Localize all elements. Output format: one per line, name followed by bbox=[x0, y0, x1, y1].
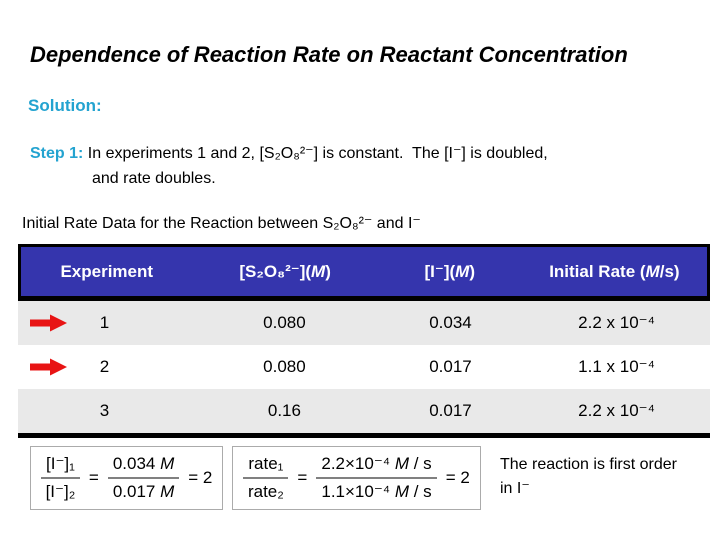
cell-experiment: 2 bbox=[99, 357, 110, 376]
equation-row: [I⁻]₁ [I⁻]₂ = 0.034 M 0.017 M = 2 rate₁ … bbox=[30, 446, 481, 510]
red-arrow-icon bbox=[30, 314, 68, 333]
header-cell-experiment: Experiment bbox=[60, 261, 154, 281]
cell-experiment: 1 bbox=[99, 313, 110, 332]
equals-sign: = bbox=[88, 468, 99, 487]
header-cell-initial-rate: Initial Rate (M/s) bbox=[549, 261, 680, 281]
cell-s2o8: 0.080 bbox=[263, 313, 306, 332]
solution-label: Solution: bbox=[28, 96, 102, 115]
table-row-experiment-1: 1 0.080 0.034 2.2 x 10⁻⁴ bbox=[18, 301, 710, 345]
equals-sign: = bbox=[297, 468, 308, 487]
equation-rate-ratio: rate₁ rate₂ = 2.2×10⁻⁴ M / s 1.1×10⁻⁴ M … bbox=[232, 446, 481, 510]
step1-label: Step 1: bbox=[30, 145, 84, 162]
fraction-rate-values: 2.2×10⁻⁴ M / s 1.1×10⁻⁴ M / s bbox=[316, 454, 437, 502]
cell-iodide: 0.034 bbox=[429, 313, 472, 332]
cell-iodide: 0.017 bbox=[429, 401, 472, 420]
fraction-iodide-concentrations: [I⁻]₁ [I⁻]₂ bbox=[41, 454, 80, 502]
table-row-experiment-2: 2 0.080 0.017 1.1 x 10⁻⁴ bbox=[18, 345, 710, 389]
header-cell-s2o8: [S₂O₈²⁻](M) bbox=[239, 261, 331, 281]
equation-result: = 2 bbox=[188, 468, 213, 487]
cell-rate: 1.1 x 10⁻⁴ bbox=[578, 357, 655, 376]
step1-paragraph: Step 1: In experiments 1 and 2, [S₂O₈²⁻]… bbox=[30, 141, 700, 191]
table-caption: Initial Rate Data for the Reaction betwe… bbox=[22, 215, 421, 232]
red-arrow-icon bbox=[30, 358, 68, 377]
cell-rate: 2.2 x 10⁻⁴ bbox=[578, 401, 655, 420]
equation-iodide-ratio: [I⁻]₁ [I⁻]₂ = 0.034 M 0.017 M = 2 bbox=[30, 446, 224, 510]
cell-iodide: 0.017 bbox=[429, 357, 472, 376]
equation-result: = 2 bbox=[445, 468, 470, 487]
cell-s2o8: 0.16 bbox=[267, 401, 301, 420]
page-title: Dependence of Reaction Rate on Reactant … bbox=[30, 42, 628, 67]
table-row-experiment-3: 3 0.16 0.017 2.2 x 10⁻⁴ bbox=[18, 389, 710, 433]
header-cell-iodide: [I⁻](M) bbox=[424, 261, 475, 281]
rate-data-table: Experiment [S₂O₈²⁻](M) [I⁻](M) Initial R… bbox=[18, 244, 710, 438]
cell-rate: 2.2 x 10⁻⁴ bbox=[578, 313, 655, 332]
step1-text-line2: and rate doubles. bbox=[92, 170, 216, 187]
step1-text-line1: In experiments 1 and 2, [S₂O₈²⁻] is cons… bbox=[83, 145, 548, 162]
fraction-rates: rate₁ rate₂ bbox=[243, 454, 289, 502]
conclusion-text: The reaction is first order in I⁻ bbox=[500, 456, 677, 497]
cell-s2o8: 0.080 bbox=[263, 357, 306, 376]
table-header-row: Experiment [S₂O₈²⁻](M) [I⁻](M) Initial R… bbox=[18, 244, 710, 301]
fraction-iodide-values: 0.034 M 0.017 M bbox=[107, 454, 180, 502]
cell-experiment: 3 bbox=[99, 401, 110, 420]
